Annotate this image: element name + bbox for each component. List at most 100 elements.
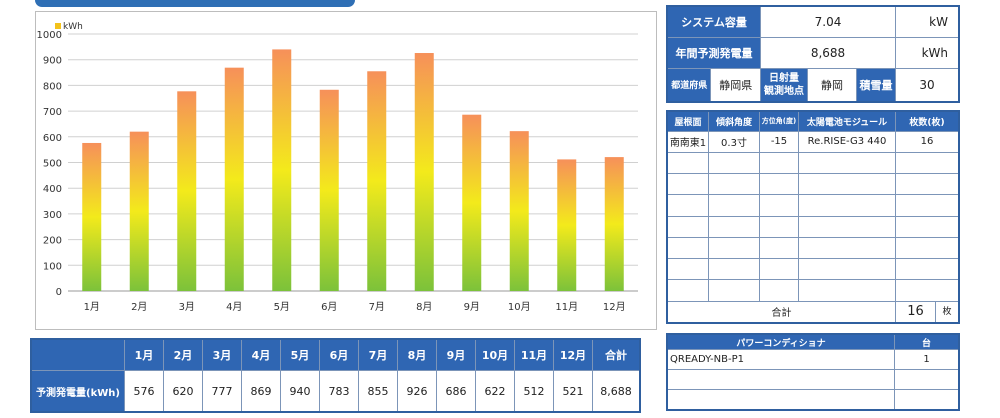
tilt-cell: 0.3寸	[708, 130, 760, 153]
snow-label: 積雪量	[856, 67, 896, 103]
table-header-row: 1月 2月 3月 4月 5月 6月 7月 8月 9月 10月 11月 12月 合…	[30, 338, 641, 371]
bar	[414, 53, 434, 291]
bar	[367, 71, 387, 291]
annual-row: 年間予測発電量 8,688 kWh	[666, 36, 960, 69]
annual-label: 年間予測発電量	[666, 36, 761, 69]
bar	[462, 114, 482, 291]
month-value: 686	[436, 370, 476, 413]
y-tick-label: 300	[43, 210, 62, 221]
legend: kWh	[55, 22, 83, 32]
capacity-label: システム容量	[666, 5, 761, 38]
bar	[319, 89, 339, 291]
count-cell: 16	[895, 130, 960, 153]
header-blank-cell	[30, 338, 125, 371]
bar	[224, 67, 244, 292]
month-header: 9月	[436, 338, 476, 371]
y-tick-labels: 0 100 200 300 400 500 600 700 800 900 1000	[37, 30, 62, 298]
month-header: 4月	[241, 338, 281, 371]
bar	[557, 159, 577, 291]
x-tick-label: 12月	[603, 301, 626, 313]
annual-value: 8,688	[760, 36, 896, 69]
snow-value: 30	[895, 67, 960, 103]
empty-row	[666, 258, 960, 281]
empty-row	[666, 279, 960, 302]
empty-row	[666, 215, 960, 238]
azimuth-cell: -15	[759, 130, 799, 153]
x-tick-label: 2月	[131, 301, 147, 313]
grid-lines	[68, 33, 638, 292]
power-conditioner-table: パワーコンディショナ 台 QREADY-NB-P1 1	[666, 333, 960, 411]
month-value: 576	[124, 370, 164, 413]
system-info-table: システム容量 7.04 kW 年間予測発電量 8,688 kWh 都道府県 静岡…	[666, 5, 960, 103]
month-header: 5月	[280, 338, 320, 371]
bar	[82, 142, 102, 291]
month-value: 622	[475, 370, 515, 413]
month-header: 7月	[358, 338, 398, 371]
bars	[82, 49, 624, 292]
pc-count-cell: 1	[894, 349, 960, 371]
prefecture-label: 都道府県	[666, 67, 712, 103]
y-tick-label: 600	[43, 133, 62, 144]
chart-panel: 0 100 200 300 400 500 600 700 800 900 1000 1月 2月 3月 4…	[35, 11, 657, 330]
table-row: 南南東1 0.3寸 -15 Re.RISE-G3 440 16	[666, 130, 960, 153]
x-tick-label: 5月	[274, 301, 290, 313]
month-value: 620	[163, 370, 203, 413]
x-tick-labels: 1月 2月 3月 4月 5月 6月 7月 8月 9月 10月 11月 12月	[84, 301, 626, 313]
month-header: 12月	[553, 338, 593, 371]
month-header: 3月	[202, 338, 242, 371]
y-tick-label: 500	[43, 159, 62, 170]
month-value: 855	[358, 370, 398, 413]
x-tick-label: 1月	[84, 301, 100, 313]
module-header-row: 屋根面 傾斜角度 方位角(度) 太陽電池モジュール 枚数(枚)	[666, 110, 960, 132]
month-header: 10月	[475, 338, 515, 371]
module-name-header: 太陽電池モジュール	[798, 110, 896, 132]
bar	[272, 49, 292, 291]
pc-header-row: パワーコンディショナ 台	[666, 333, 960, 351]
tilt-header: 傾斜角度	[708, 110, 760, 132]
total-count: 16	[907, 304, 924, 320]
empty-row	[666, 236, 960, 260]
capacity-value: 7.04	[760, 5, 896, 38]
empty-row	[666, 369, 960, 391]
y-tick-label: 900	[43, 56, 62, 67]
observation-point-value: 静岡	[807, 67, 857, 103]
month-header: 8月	[397, 338, 437, 371]
header-tab-strip	[35, 0, 355, 7]
month-value: 783	[319, 370, 359, 413]
table-row: QREADY-NB-P1 1	[666, 349, 960, 371]
y-tick-label: 100	[43, 261, 62, 272]
month-value: 926	[397, 370, 437, 413]
month-value: 940	[280, 370, 320, 413]
bar	[509, 131, 529, 291]
x-tick-label: 9月	[464, 301, 480, 313]
total-header: 合計	[592, 338, 641, 371]
y-tick-label: 200	[43, 236, 62, 247]
month-header: 1月	[124, 338, 164, 371]
empty-row	[666, 173, 960, 196]
bar	[177, 91, 197, 291]
month-value: 777	[202, 370, 242, 413]
y-tick-label: 1000	[37, 30, 62, 41]
row-label: 予測発電量(kWh)	[30, 370, 125, 413]
module-table: 屋根面 傾斜角度 方位角(度) 太陽電池モジュール 枚数(枚) 南南東1 0.3…	[666, 110, 960, 324]
capacity-row: システム容量 7.04 kW	[666, 5, 960, 38]
annual-unit: kWh	[895, 36, 960, 69]
month-value: 512	[514, 370, 554, 413]
x-tick-label: 6月	[321, 301, 337, 313]
month-header: 2月	[163, 338, 203, 371]
empty-row	[666, 194, 960, 217]
y-tick-label: 700	[43, 107, 62, 118]
y-tick-label: 0	[56, 287, 62, 298]
legend-swatch	[55, 23, 61, 29]
x-tick-label: 11月	[555, 301, 578, 313]
x-tick-label: 7月	[369, 301, 385, 313]
pc-model-cell: QREADY-NB-P1	[666, 349, 895, 371]
y-tick-label: 400	[43, 184, 62, 195]
total-unit: 枚	[935, 301, 958, 322]
x-tick-label: 4月	[226, 301, 242, 313]
x-tick-label: 8月	[416, 301, 432, 313]
pc-count-header: 台	[894, 333, 960, 351]
total-value: 8,688	[592, 370, 641, 413]
month-value: 521	[553, 370, 593, 413]
observation-point-label: 日射量 観測地点	[760, 67, 808, 103]
